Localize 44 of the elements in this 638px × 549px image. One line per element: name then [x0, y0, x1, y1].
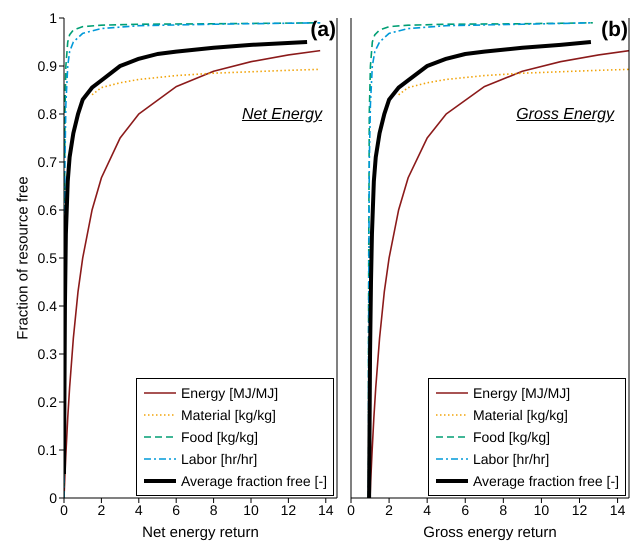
annotation: Gross Energy [516, 106, 614, 124]
y-tick-label: 0.5 [38, 250, 58, 266]
x-tick-label: 4 [134, 502, 143, 518]
x-axis-title: Net energy return [142, 524, 259, 541]
legend-label: Material [kg/kg] [472, 407, 568, 423]
y-tick-label: 0.8 [38, 106, 58, 122]
y-axis-title: Fraction of resource free [14, 176, 32, 340]
annotation: (a) [310, 18, 336, 42]
annotation: Net Energy [242, 106, 322, 124]
x-tick-label: 2 [385, 502, 394, 518]
legend-label: Labor [hr/hr] [472, 451, 550, 467]
x-tick-label: 0 [347, 502, 356, 518]
legend-label: Material [kg/kg] [180, 407, 276, 423]
x-tick-label: 6 [461, 502, 470, 518]
x-tick-label: 14 [318, 502, 334, 518]
x-tick-label: 14 [610, 502, 626, 518]
annotation: (b) [601, 18, 628, 42]
legend-label: Food [kg/kg] [472, 429, 550, 445]
x-tick-label: 8 [499, 502, 508, 518]
y-tick-label: 0.4 [38, 298, 58, 314]
legend-label: Energy [MJ/MJ] [472, 385, 570, 401]
x-tick-label: 0 [60, 502, 68, 518]
x-tick-label: 12 [572, 502, 588, 518]
y-tick-label: 0.2 [38, 394, 58, 410]
x-tick-label: 6 [172, 502, 180, 518]
x-tick-label: 2 [98, 502, 106, 518]
legend-label: Energy [MJ/MJ] [180, 385, 278, 401]
x-axis-title: Gross energy return [423, 524, 557, 541]
y-tick-label: 0.7 [38, 154, 58, 170]
x-tick-label: 8 [210, 502, 218, 518]
x-tick-label: 10 [243, 502, 259, 518]
y-tick-label: 0.3 [38, 346, 58, 362]
y-tick-label: 1 [49, 10, 58, 26]
y-tick-label: 0 [49, 490, 58, 506]
x-tick-label: 12 [280, 502, 296, 518]
legend-label: Food [kg/kg] [180, 429, 258, 445]
legend-label: Average fraction free [-] [180, 473, 327, 489]
legend-label: Labor [hr/hr] [180, 451, 258, 467]
legend-label: Average fraction free [-] [472, 473, 619, 489]
y-tick-label: 0.1 [38, 442, 58, 458]
x-tick-label: 4 [423, 502, 432, 518]
y-tick-label: 0.9 [38, 58, 58, 74]
x-tick-label: 10 [534, 502, 550, 518]
y-tick-label: 0.6 [38, 202, 58, 218]
